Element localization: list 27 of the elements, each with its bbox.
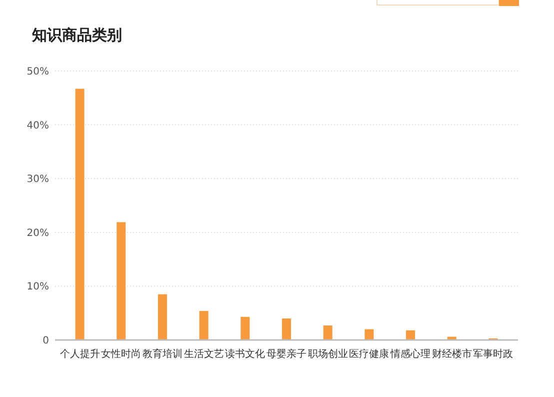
- y-tick-label: 20%: [26, 228, 49, 239]
- bar: [323, 325, 332, 340]
- y-tick-label: 30%: [26, 174, 49, 186]
- x-tick-label: 医疗健康: [349, 348, 390, 360]
- x-tick-label: 教育培训: [142, 348, 182, 360]
- y-tick-label: 40%: [26, 120, 49, 132]
- x-tick-label: 生活文艺: [184, 348, 224, 360]
- y-tick-label: 0: [42, 336, 49, 346]
- x-tick-label: 情感心理: [390, 348, 431, 360]
- bar: [364, 329, 374, 340]
- bar: [406, 330, 416, 340]
- y-tick-label: 10%: [26, 282, 49, 293]
- x-tick-label: 个人提升: [60, 348, 100, 360]
- bar: [240, 316, 250, 340]
- bar: [199, 310, 208, 340]
- chart-title: 知识商品类别: [31, 26, 122, 44]
- x-tick-label: 读书文化: [225, 348, 266, 360]
- bar: [282, 318, 291, 340]
- bar: [158, 294, 167, 340]
- x-tick-label: 军事时政: [473, 348, 514, 360]
- bar: [75, 88, 84, 340]
- x-tick-label: 母婴亲子: [266, 348, 306, 360]
- x-tick-label: 职场创业: [308, 348, 348, 360]
- x-tick-label: 女性时尚: [101, 348, 142, 360]
- y-tick-label: 50%: [26, 66, 49, 78]
- bar: [116, 222, 126, 340]
- x-tick-label: 财经楼市: [432, 348, 472, 360]
